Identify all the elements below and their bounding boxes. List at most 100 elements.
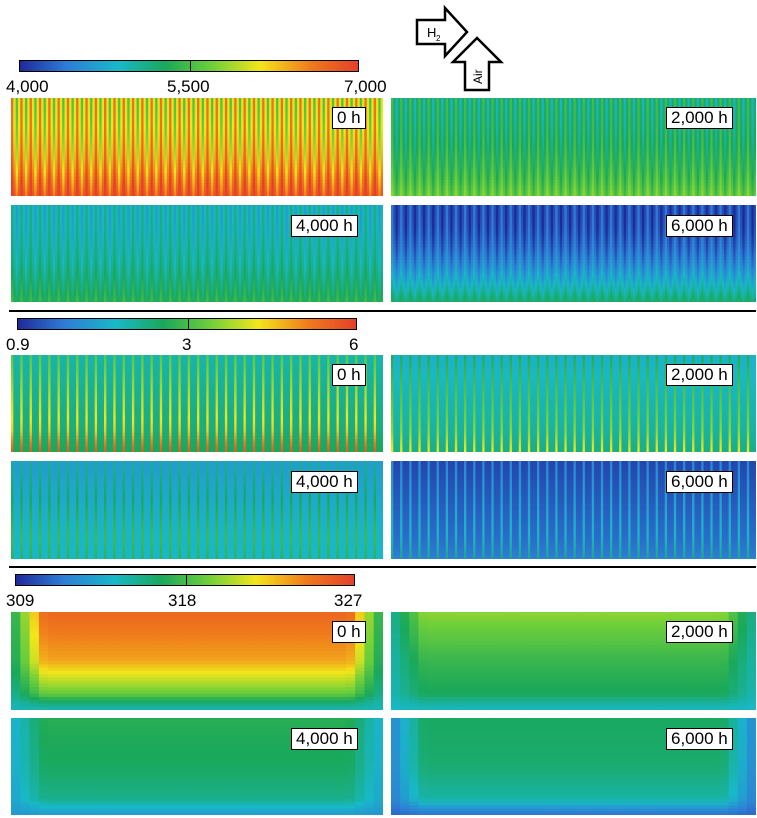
heatmap-cell [80,179,84,184]
heatmap-cell [366,101,370,106]
heatmap-cell [287,114,291,119]
heatmap-cell [136,98,140,102]
heatmap-cell [280,160,284,164]
heatmap-cell [343,127,347,132]
heatmap-cell [324,104,328,109]
heatmap-cell [357,182,361,187]
heatmap-cell [327,140,331,145]
heatmap-cell [366,166,370,171]
heatmap-cell [80,133,84,138]
heatmap-cell [122,133,126,138]
heatmap-cell [243,150,247,155]
heatmap-cell [210,153,214,158]
heatmap-cell [171,163,175,168]
heatmap-cell [136,127,140,132]
heatmap-cell [171,140,175,145]
heatmap-cell [162,182,166,187]
heatmap-cell [166,153,170,158]
heatmap-cell [220,160,224,164]
heatmap-cell [331,160,335,164]
heatmap-cell [411,98,415,102]
heatmap-cell [11,186,14,190]
heatmap-cell [155,156,159,161]
heatmap-cell [250,182,254,187]
heatmap-cell [257,107,261,112]
heatmap-cell [259,182,263,187]
heatmap-cell [145,140,149,145]
heatmap-cell [378,120,382,125]
heatmap-cell [162,111,166,115]
heatmap-cell [62,111,66,115]
heatmap-cell [159,107,163,112]
heatmap-cell [197,150,200,155]
heatmap-cell [598,98,602,102]
heatmap-cell [38,127,42,132]
heatmap-cell [255,153,259,158]
heatmap-cell [250,173,254,177]
heatmap-cell [236,192,240,196]
heatmap-cell [136,163,140,168]
heatmap-cell [145,133,149,138]
heatmap-cell [371,179,375,184]
heatmap-cell [283,98,286,102]
heatmap-cell [320,130,324,135]
heatmap-cell [231,179,235,184]
heatmap-cell [199,130,203,135]
heatmap-cell [292,143,296,148]
heatmap-cell [250,101,254,106]
heatmap-cell [113,147,117,151]
heatmap-cell [171,156,175,161]
heatmap-cell [208,179,212,184]
heatmap-cell [468,98,472,102]
heatmap-cell [71,130,75,135]
heatmap-cell [241,137,245,141]
heatmap-cell [85,101,89,106]
heatmap-cell [87,133,91,138]
heatmap-cell [152,166,156,171]
heatmap-cell [29,173,33,177]
heatmap-cell [366,189,370,194]
heatmap-cell [159,153,163,158]
heatmap-cell [141,140,145,145]
heatmap-cell [264,104,268,109]
heatmap-cell [464,98,467,102]
heatmap-cell [122,160,126,164]
heatmap-cell [262,117,265,122]
heatmap-cell [122,117,126,122]
heatmap-cell [283,117,286,122]
heatmap-cell [190,189,193,194]
heatmap-cell [625,98,629,102]
heatmap-cell [85,182,89,187]
heatmap-cell [29,98,33,102]
heatmap-cell [336,163,340,168]
heatmap-cell [229,137,233,141]
heatmap-cell [162,143,166,148]
heatmap-cell [141,153,145,158]
heatmap-cell [366,127,370,132]
heatmap-cell [15,160,19,164]
heatmap-cell [101,150,105,155]
heatmap-cell [271,104,275,109]
heatmap-cell [71,176,75,181]
heatmap-cell [280,182,284,187]
heatmap-cell [99,133,103,138]
heatmap-cell [164,156,168,161]
heatmap-cell [187,173,191,177]
heatmap-cell [329,127,333,132]
heatmap-cell [359,189,363,194]
heatmap-cell [248,111,252,115]
heatmap-cell [150,163,154,168]
heatmap-cell [210,120,214,125]
heatmap-cell [148,192,152,196]
heatmap-cell [264,124,268,128]
heatmap-cell [129,101,133,106]
heatmap-cell [331,169,335,174]
heatmap-cell [45,127,49,132]
heatmap-cell [273,169,277,174]
heatmap-cell [127,143,131,148]
heatmap-cell [113,127,117,132]
heatmap-cell [190,169,193,174]
heatmap-cell [262,104,265,109]
heatmap-cell [187,153,191,158]
heatmap-cell [187,111,191,115]
